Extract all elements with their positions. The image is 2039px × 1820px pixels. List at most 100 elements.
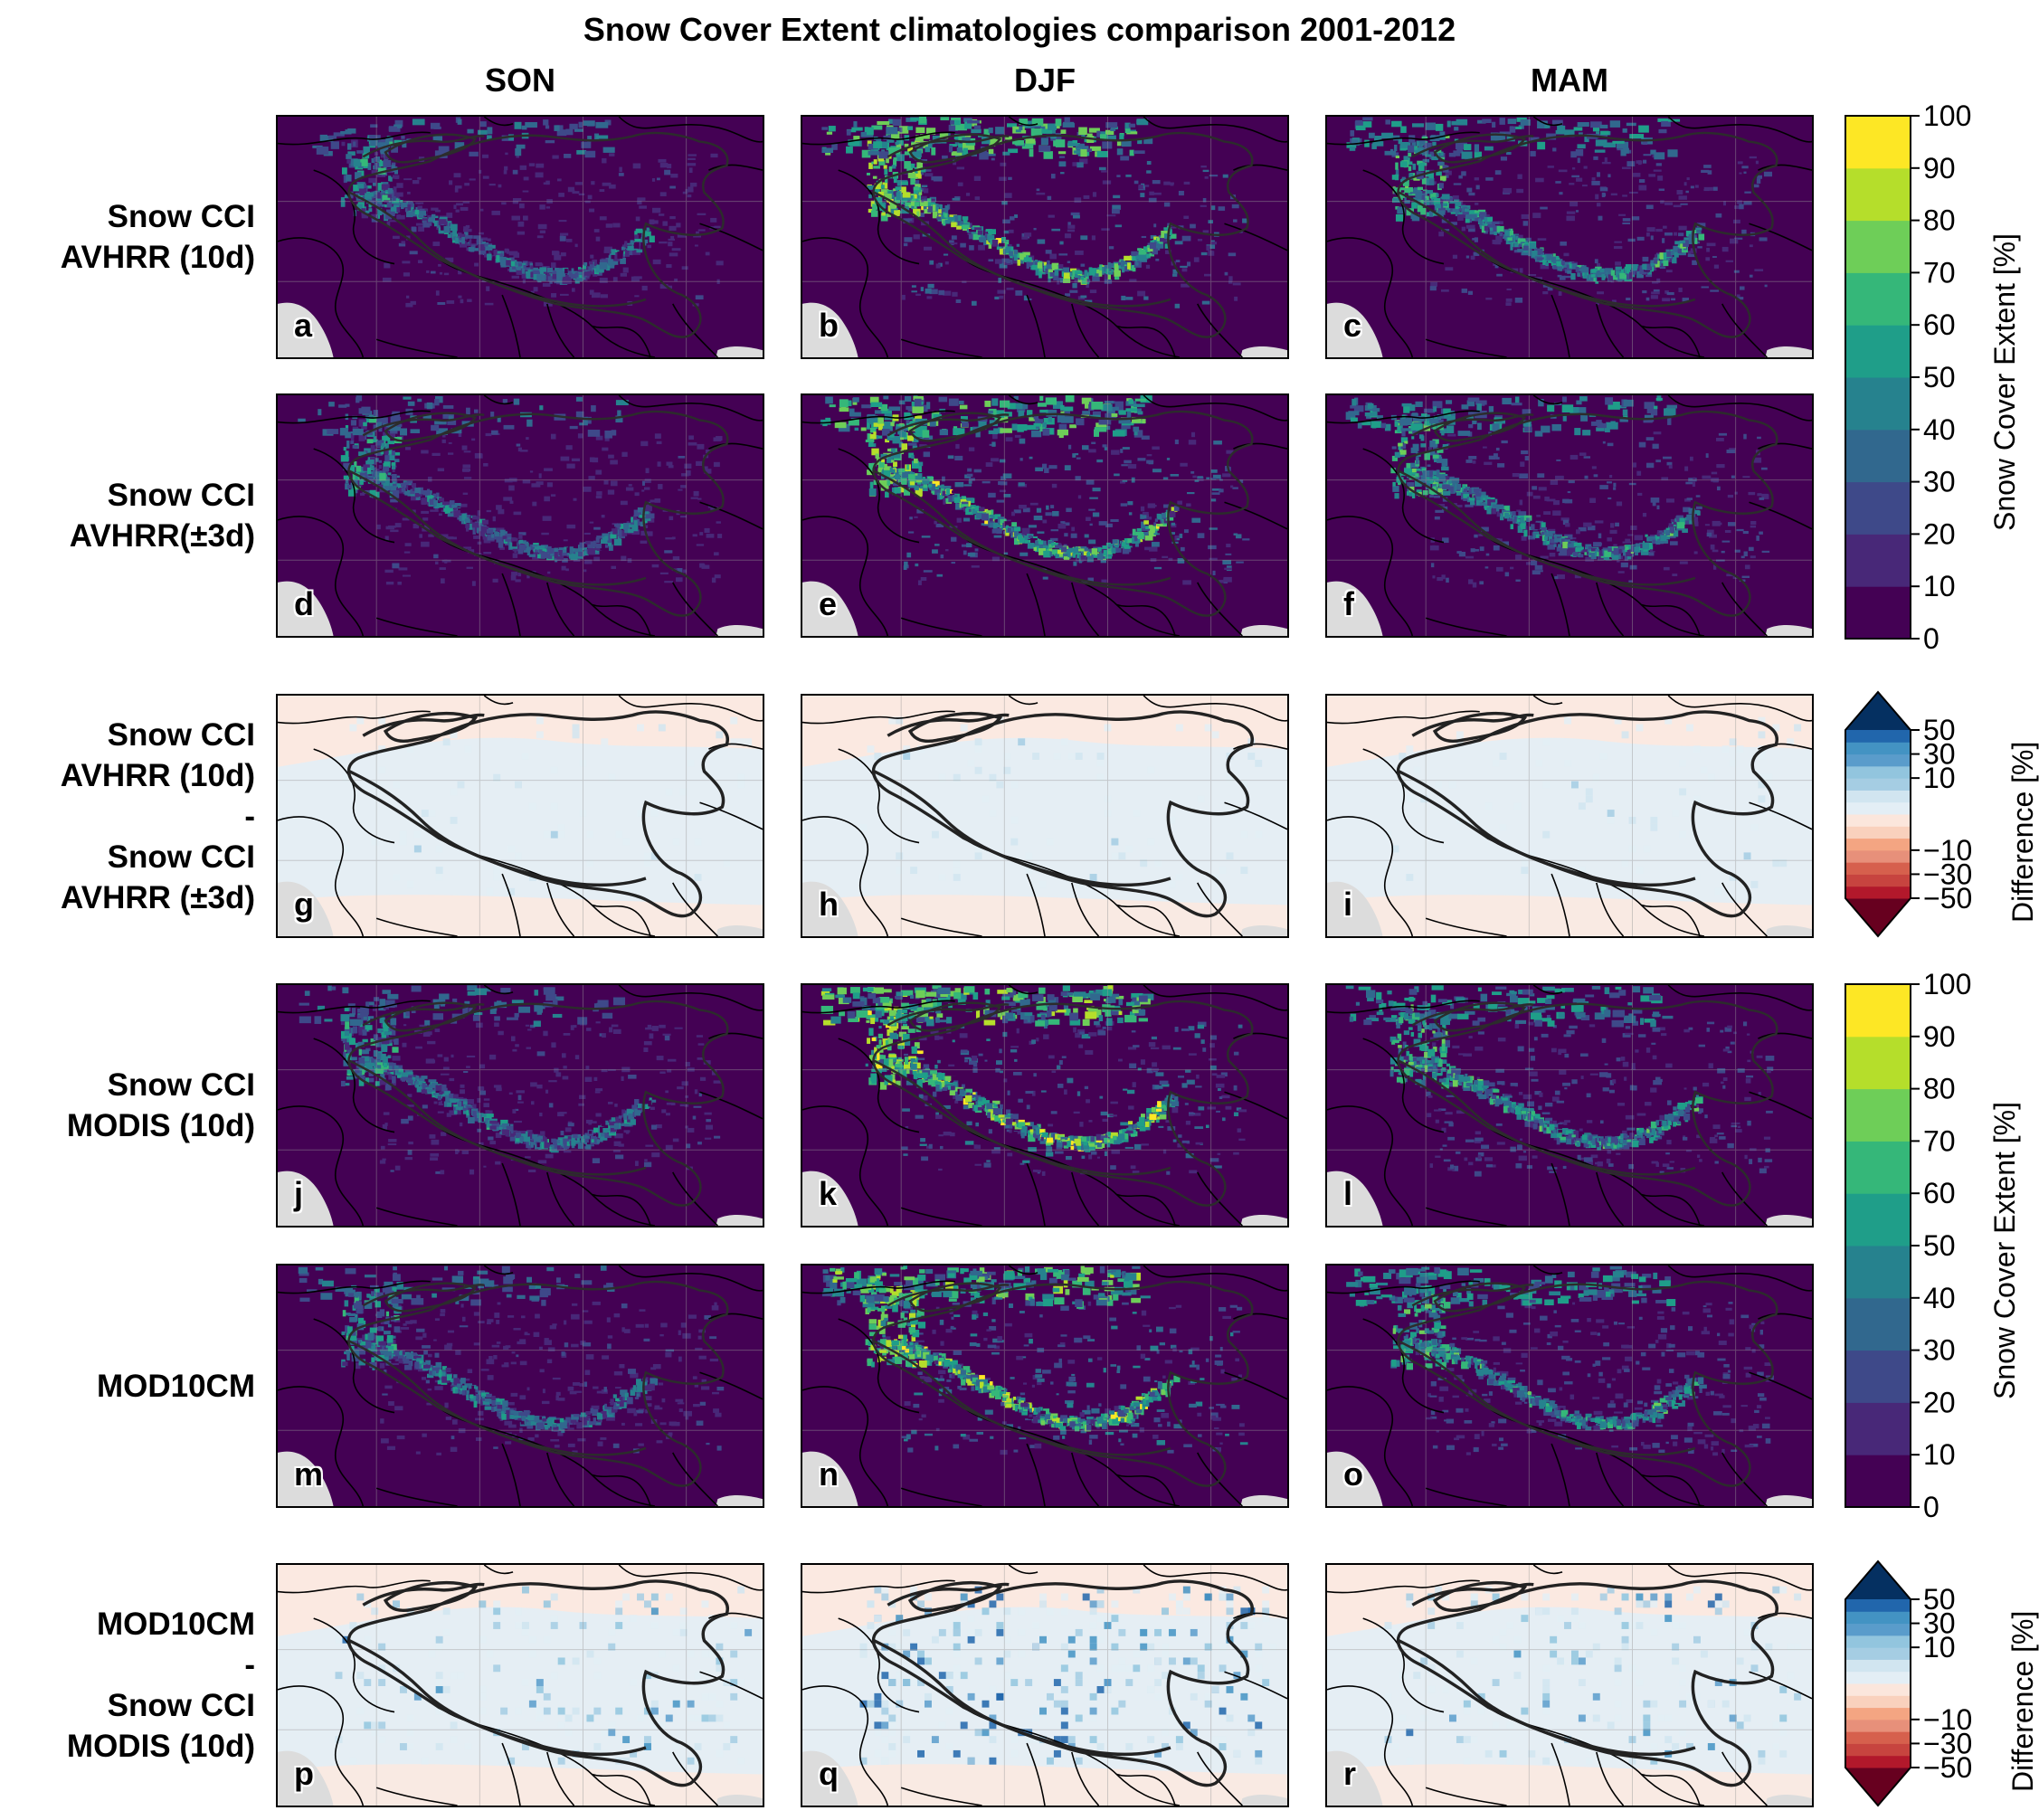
- colorbar-tick-label: 20: [1923, 1386, 1956, 1418]
- panel-letter: q: [819, 1755, 839, 1792]
- colorbar-swatch: [1845, 167, 1911, 222]
- colorbar-swatch: [1845, 886, 1911, 899]
- panel-letter: j: [294, 1175, 304, 1212]
- colorbar-swatch: [1845, 1623, 1911, 1636]
- map-panel-a: a: [276, 115, 764, 359]
- colorbar-swatch: [1845, 826, 1911, 839]
- colorbar-tick-label: −30: [1923, 858, 1972, 890]
- colorbar-label: Difference [%]: [2006, 1610, 2039, 1792]
- colorbar-swatch: [1845, 1599, 1911, 1612]
- colorbar-swatch: [1845, 220, 1911, 273]
- map-panel-h: h: [801, 694, 1289, 938]
- colorbar-swatch: [1845, 481, 1911, 535]
- column-title-djf: DJF: [1013, 62, 1076, 99]
- colorbar-swatch: [1845, 790, 1911, 803]
- map-panel-o: o: [1325, 1264, 1814, 1508]
- colorbar-tick-label: 0: [1923, 1491, 1939, 1523]
- map-o: [1327, 1265, 1812, 1506]
- colorbar-tick-label: 10: [1923, 1631, 1956, 1664]
- panel-letter: h: [819, 886, 839, 923]
- colorbar-swatch: [1845, 1193, 1911, 1247]
- colorbar-swatch: [1845, 1455, 1911, 1508]
- row-label-line: AVHRR(±3d): [69, 518, 255, 554]
- colorbar-tick-label: 40: [1923, 1282, 1956, 1314]
- row-label-2: Snow CCI AVHRR(±3d): [0, 393, 255, 638]
- map-f: [1327, 395, 1812, 636]
- colorbar-sce-bottom: 0 10 20 30 40 50 60 70 80 90 100 Snow Cover Extent …: [1845, 968, 2026, 1525]
- colorbar-tick-label: 10: [1923, 570, 1956, 602]
- colorbar-swatch: [1845, 1088, 1911, 1142]
- map-c: [1327, 117, 1812, 357]
- panel-letter: b: [819, 307, 839, 344]
- map-panel-p: p: [276, 1563, 764, 1807]
- row-label-5: MOD10CM: [0, 1264, 255, 1508]
- column-title-mam: MAM: [1531, 62, 1608, 99]
- colorbar-tick-label: 60: [1923, 308, 1956, 341]
- colorbar-swatch: [1845, 1647, 1911, 1660]
- colorbar-label: Difference [%]: [2006, 741, 2039, 923]
- map-panel-g: g: [276, 694, 764, 938]
- colorbar-swatch: [1845, 1297, 1911, 1351]
- panel-letter: m: [294, 1455, 324, 1493]
- colorbar-swatch: [1845, 377, 1911, 431]
- colorbar-sce-top: 0 10 20 30 40 50 60 70 80 90 100 Snow Cover Extent …: [1845, 100, 2026, 657]
- colorbar-tick-label: 40: [1923, 413, 1956, 446]
- colorbar-swatch: [1845, 765, 1911, 779]
- colorbar-tick-label: 80: [1923, 1073, 1956, 1105]
- colorbar-tick-label: 30: [1923, 466, 1956, 498]
- panel-letter: o: [1343, 1455, 1363, 1493]
- colorbar-swatch: [1845, 730, 1911, 743]
- colorbar-tick-label: 100: [1923, 968, 1971, 1000]
- map-l: [1327, 985, 1812, 1226]
- map-panel-e: e: [801, 393, 1289, 638]
- panel-letter: c: [1343, 307, 1362, 344]
- row-label-line: MOD10CM: [96, 1368, 255, 1404]
- panel-letter: i: [1343, 886, 1353, 923]
- colorbar-tick-label: 50: [1923, 1229, 1956, 1262]
- colorbar-swatch: [1845, 1635, 1911, 1648]
- row-label-line: AVHRR (10d): [60, 240, 255, 275]
- map-k: [802, 985, 1287, 1226]
- row-label-1: Snow CCI AVHRR (10d): [0, 115, 255, 359]
- map-i: [1327, 696, 1812, 936]
- colorbar-swatch: [1845, 325, 1911, 378]
- map-p: [278, 1565, 763, 1806]
- colorbar-swatch: [1845, 116, 1911, 169]
- map-panel-b: b: [801, 115, 1289, 359]
- colorbar-tick-label: 0: [1923, 622, 1939, 655]
- map-panel-r: r: [1325, 1563, 1814, 1807]
- map-panel-m: m: [276, 1264, 764, 1508]
- map-panel-q: q: [801, 1563, 1289, 1807]
- colorbar-swatch: [1845, 814, 1911, 827]
- panel-letter: k: [819, 1175, 838, 1212]
- colorbar-swatch: [1845, 1743, 1911, 1757]
- colorbar-swatch: [1845, 1755, 1911, 1768]
- row-label-line: MODIS (10d): [66, 1729, 255, 1764]
- map-e: [802, 395, 1287, 636]
- map-panel-f: f: [1325, 393, 1814, 638]
- colorbar-tick-label: 100: [1923, 100, 1971, 132]
- row-label-line: MODIS (10d): [66, 1108, 255, 1143]
- row-label-line: Snow CCI: [107, 199, 255, 234]
- colorbar-swatch: [1845, 1707, 1911, 1720]
- map-panel-d: d: [276, 393, 764, 638]
- panel-letter: p: [294, 1755, 314, 1792]
- map-n: [802, 1265, 1287, 1506]
- colorbar-swatch: [1845, 984, 1911, 1038]
- map-h: [802, 696, 1287, 936]
- panel-letter: a: [294, 307, 313, 344]
- colorbar-tick-label: 80: [1923, 204, 1956, 237]
- colorbar-swatch: [1845, 586, 1911, 640]
- colorbar-swatch: [1845, 1671, 1911, 1684]
- colorbar-tick-label: 30: [1923, 738, 1956, 771]
- map-panel-l: l: [1325, 983, 1814, 1228]
- row-label-line: MOD10CM: [96, 1607, 255, 1642]
- colorbar-swatch: [1845, 1731, 1911, 1744]
- map-g: [278, 696, 763, 936]
- row-label-line: AVHRR (10d): [60, 757, 255, 793]
- column-title-son: SON: [484, 62, 555, 99]
- row-label-line: Snow CCI: [107, 1067, 255, 1103]
- colorbar-swatch: [1845, 874, 1911, 887]
- colorbar-swatch: [1845, 742, 1911, 755]
- colorbar-tick-label: 50: [1923, 714, 1956, 746]
